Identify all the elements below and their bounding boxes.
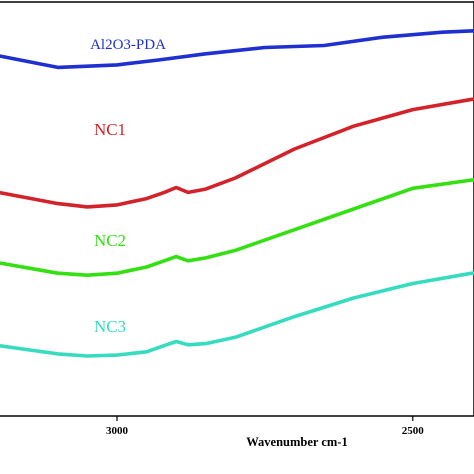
series-line-nc1 xyxy=(0,97,474,209)
x-tick-label-2500: 2500 xyxy=(402,425,425,437)
series-group xyxy=(0,29,474,358)
x-axis-title: Wavenumber cm-1 xyxy=(246,435,348,449)
series-label-al2o3-pda: Al2O3-PDA xyxy=(90,37,166,53)
series-label-nc2: NC2 xyxy=(94,231,126,250)
series-line-nc3 xyxy=(0,271,474,358)
series-label-nc1: NC1 xyxy=(94,120,126,139)
series-label-group: Al2O3-PDA NC1 NC2 NC3 xyxy=(90,37,166,336)
series-line-nc2 xyxy=(0,178,474,277)
series-label-nc3: NC3 xyxy=(94,317,126,336)
series-line-al2o3-pda xyxy=(0,29,474,70)
x-tick-label-3000: 3000 xyxy=(106,425,129,437)
plot-frame xyxy=(0,1,474,417)
x-tick-group: 350030002500200015001000 xyxy=(106,416,425,437)
